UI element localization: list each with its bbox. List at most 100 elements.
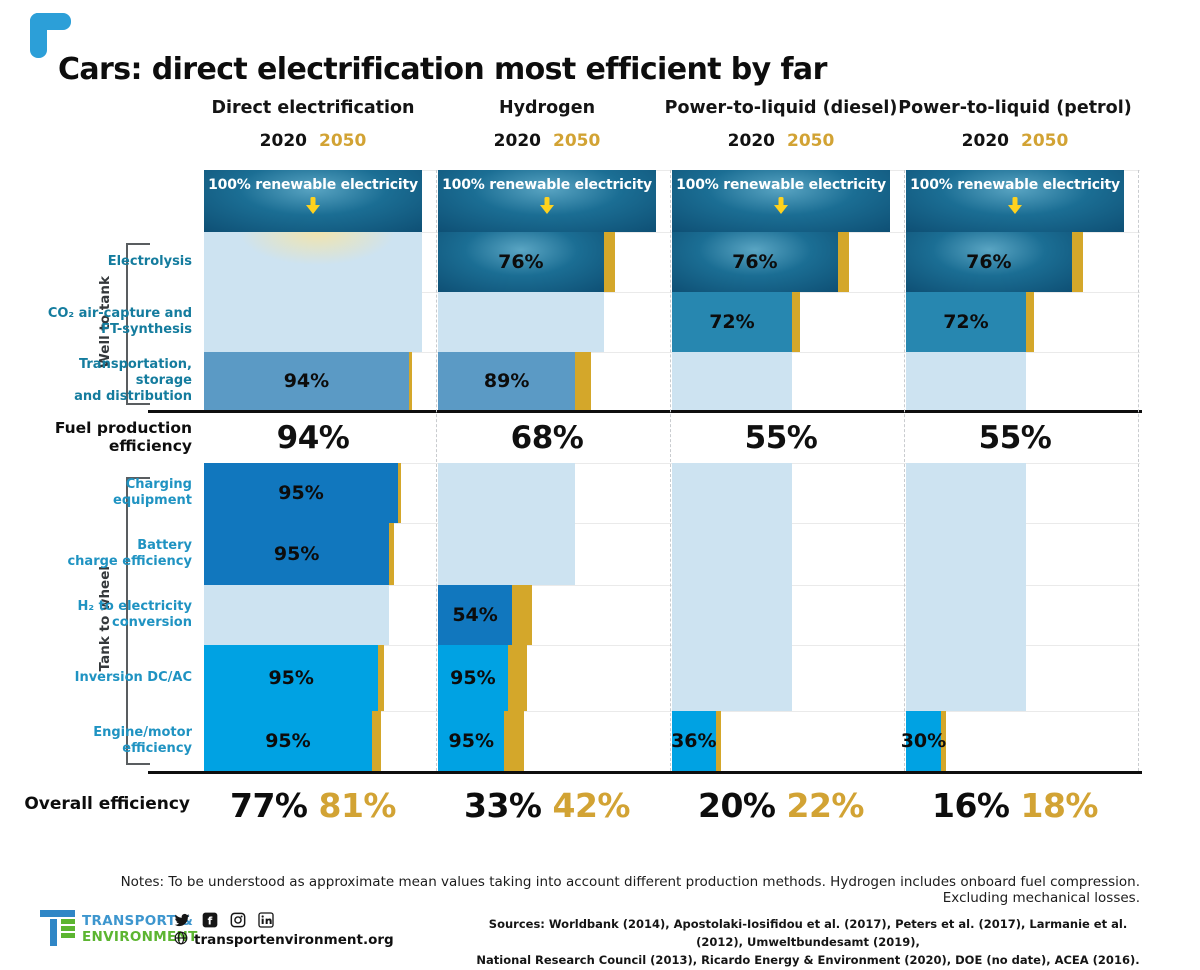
- column-guide-dashed: [1138, 170, 1139, 771]
- efficiency-bar-2050-extension: [378, 645, 384, 711]
- bar-cell-battery-charge-col3: [906, 523, 1124, 585]
- efficiency-bar-2020: [906, 711, 941, 771]
- efficiency-bar-2020: [204, 523, 390, 585]
- overall-2020-value: 20%: [698, 785, 776, 825]
- twitter-icon[interactable]: [174, 912, 190, 932]
- bar-cell-transport-storage-col1: 89%: [438, 352, 656, 410]
- bar-cell-engine-motor-col0: 95%: [204, 711, 422, 771]
- year-2020-label: 2020: [727, 131, 775, 151]
- column-title-1: Hydrogen: [498, 98, 596, 118]
- bar-value-label: 95%: [273, 543, 320, 565]
- renewable-electricity-bar: 100% renewable electricity: [204, 170, 422, 232]
- bar-value-label: 76%: [498, 251, 544, 273]
- bar-value-label: 36%: [671, 730, 717, 752]
- year-2050-label: 2050: [553, 131, 601, 151]
- overall-2020-value: 33%: [464, 785, 542, 825]
- globe-icon: [174, 931, 188, 949]
- divider-fuel-production: [148, 410, 1142, 413]
- renewable-electricity-bar: 100% renewable electricity: [438, 170, 656, 232]
- overall-efficiency-values: 20% 22%: [672, 776, 890, 834]
- overall-efficiency-values: 33% 42%: [438, 776, 656, 834]
- renewable-banner-label: 100% renewable electricity: [676, 177, 886, 193]
- efficiency-bar-2020: [204, 352, 409, 410]
- down-arrow-icon: [438, 197, 656, 215]
- bar-cell-h2-conversion-col0: [204, 585, 422, 645]
- carry-through-bar: [906, 352, 1026, 410]
- bar-cell-h2-conversion-col1: 54%: [438, 585, 656, 645]
- svg-text:f: f: [208, 915, 213, 928]
- bar-cell-battery-charge-col2: [672, 523, 890, 585]
- efficiency-bar-2050-extension: [389, 523, 394, 585]
- bar-cell-inversion-col0: 95%: [204, 645, 422, 711]
- efficiency-bar-2020: [906, 292, 1026, 352]
- efficiency-bar-2050-extension: [512, 585, 532, 645]
- row-label-engine-motor: Engine/motor efficiency: [93, 725, 192, 756]
- efficiency-bar-2020: [672, 711, 716, 771]
- efficiency-bar-2020: [672, 292, 792, 352]
- overall-efficiency-values: 16% 18%: [906, 776, 1124, 834]
- linkedin-icon[interactable]: [258, 912, 274, 932]
- efficiency-bar-2050-extension: [1025, 292, 1034, 352]
- sources-line-2: National Research Council (2013), Ricard…: [476, 952, 1140, 967]
- carry-through-bar: [906, 645, 1026, 711]
- transport-environment-logo: [40, 910, 76, 948]
- row-label-co2-capture: CO₂ air-capture and FT-synthesis: [47, 306, 192, 337]
- instagram-icon[interactable]: [230, 912, 246, 932]
- down-arrow-icon: [672, 197, 890, 215]
- website-row: transportenvironment.org: [174, 931, 394, 949]
- efficiency-bar-2050-extension: [575, 352, 591, 410]
- down-arrow-icon: [204, 197, 422, 215]
- well-to-tank-bracket: [126, 243, 150, 405]
- bar-value-label: 72%: [709, 311, 755, 333]
- carry-through-bar: [438, 523, 576, 585]
- carry-through-bar: [204, 232, 422, 292]
- row-label-charging-equipment: Charging equipment: [113, 477, 192, 508]
- bar-cell-inversion-col1: 95%: [438, 645, 656, 711]
- bar-cell-inversion-col3: [906, 645, 1124, 711]
- renewable-banner-label: 100% renewable electricity: [442, 177, 652, 193]
- bar-cell-electrolysis-col2: 76%: [672, 232, 890, 292]
- carry-through-bar: [438, 463, 576, 523]
- bar-cell-charging-equipment-col0: 95%: [204, 463, 422, 523]
- divider-overall: [148, 771, 1142, 774]
- bar-cell-engine-motor-col1: 95%: [438, 711, 656, 771]
- facebook-icon[interactable]: f: [202, 912, 218, 932]
- bar-value-label: 95%: [450, 667, 496, 689]
- efficiency-bar-2020: [672, 232, 838, 292]
- notes-text: Notes: To be understood as approximate m…: [120, 874, 1140, 906]
- page-title: Cars: direct electrification most effici…: [58, 52, 827, 87]
- bar-value-label: 54%: [452, 604, 498, 626]
- efficiency-bar-2050-extension: [408, 352, 413, 410]
- efficiency-bar-2050-extension: [715, 711, 722, 771]
- row-label-inversion: Inversion DC/AC: [74, 670, 192, 686]
- efficiency-bar-2020: [438, 585, 513, 645]
- efficiency-bar-2020: [438, 352, 576, 410]
- bar-value-label: 95%: [265, 730, 311, 752]
- social-icons: f: [174, 912, 274, 932]
- bar-cell-charging-equipment-col2: [672, 463, 890, 523]
- logo-t-stem: [50, 919, 57, 946]
- overall-2050-value: 18%: [1020, 785, 1099, 825]
- renewable-banner-label: 100% renewable electricity: [208, 177, 418, 193]
- bar-cell-h2-conversion-col2: [672, 585, 890, 645]
- year-2050-label: 2050: [787, 131, 835, 151]
- renewable-banner-label: 100% renewable electricity: [910, 177, 1120, 193]
- bar-value-label: 94%: [283, 370, 330, 392]
- bar-cell-battery-charge-col1: [438, 523, 656, 585]
- overall-2050-value: 22%: [786, 785, 865, 825]
- renewable-electricity-bar: 100% renewable electricity: [906, 170, 1124, 232]
- bar-cell-co2-capture-col1: [438, 292, 656, 352]
- bar-value-label: 30%: [900, 730, 947, 752]
- website-link[interactable]: transportenvironment.org: [194, 932, 394, 948]
- efficiency-bar-2050-extension: [603, 232, 615, 292]
- row-label-transport-storage: Transportation, storage and distribution: [74, 357, 192, 404]
- year-2050-label: 2050: [1021, 131, 1069, 151]
- bar-cell-transport-storage-col0: 94%: [204, 352, 422, 410]
- bar-cell-electrolysis-col3: 76%: [906, 232, 1124, 292]
- carry-through-bar: [672, 463, 792, 523]
- bar-cell-h2-conversion-col3: [906, 585, 1124, 645]
- bar-value-label: 95%: [278, 482, 324, 504]
- logo-e-bar: [61, 933, 75, 938]
- carry-through-bar: [672, 352, 792, 410]
